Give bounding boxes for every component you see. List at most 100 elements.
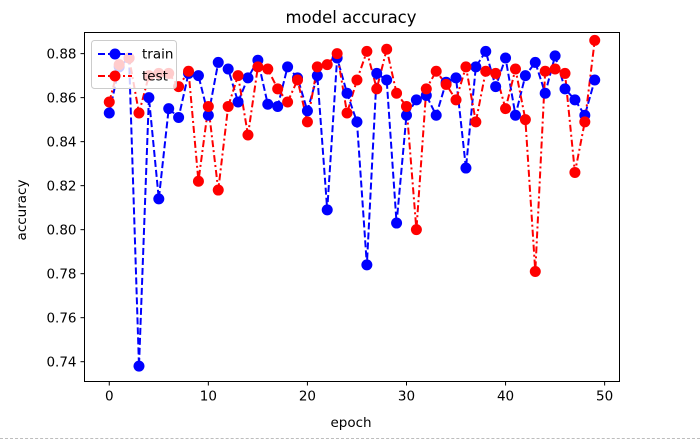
data-point-test [321,59,333,71]
data-point-train [391,217,403,229]
data-point-test [133,107,145,119]
data-point-train [460,162,472,174]
data-layer [103,34,601,372]
data-point-train [272,100,284,112]
data-point-train [321,204,333,216]
data-point-train [519,70,531,82]
data-point-test [212,184,224,196]
data-point-test [559,67,571,79]
data-point-test [262,63,274,75]
data-point-train [222,63,234,75]
data-point-test [529,265,541,277]
y-tick-label: 0.88 [46,47,76,63]
x-axis-label: epoch [330,415,371,431]
data-point-test [480,65,492,77]
data-point-test [292,74,304,86]
x-tick-label: 50 [596,389,613,405]
data-point-test [470,116,482,128]
data-point-test [500,103,512,115]
data-point-test [490,67,502,79]
data-point-test [381,43,393,55]
data-point-test [371,83,383,95]
data-point-train [103,107,115,119]
data-point-test [183,65,195,77]
series-line-train [108,50,596,368]
data-point-test [549,63,561,75]
data-point-test [232,70,244,82]
data-point-test [351,74,363,86]
data-point-train [400,109,412,121]
data-point-test [519,114,531,126]
x-tick-label: 30 [398,389,415,405]
data-point-train [143,92,155,104]
data-point-train [569,94,581,106]
data-point-train [589,74,601,86]
data-point-test [331,48,343,60]
data-point-test [420,83,432,95]
data-point-test [440,78,452,90]
data-point-train [163,103,175,115]
data-point-test [569,166,581,178]
data-point-test [301,116,313,128]
data-point-train [311,70,323,82]
data-point-train [410,94,422,106]
data-point-test [202,100,214,112]
data-point-train [192,70,204,82]
data-point-test [311,61,323,73]
data-point-test [579,116,591,128]
separator-line [0,438,700,439]
y-tick-label: 0.86 [46,91,76,107]
y-tick-label: 0.78 [46,267,76,283]
y-axis-label: accuracy [14,180,30,241]
data-point-train [232,96,244,108]
data-point-train [480,45,492,57]
data-point-train [212,56,224,68]
data-point-train [539,87,551,99]
data-point-train [351,116,363,128]
data-point-test [103,96,115,108]
legend-train-label: train [142,47,173,63]
legend-test-label: test [142,69,168,85]
x-tick-label: 10 [200,389,217,405]
data-point-train [371,67,383,79]
data-point-train [242,72,254,84]
data-point-test [272,83,284,95]
data-point-test [460,61,472,73]
data-point-train [529,56,541,68]
data-point-train [559,83,571,95]
data-point-train [470,61,482,73]
chart-title: model accuracy [285,8,416,27]
y-tick-label: 0.76 [46,311,76,327]
data-point-train [500,52,512,64]
x-tick-label: 40 [497,389,514,405]
y-tick-label: 0.74 [46,355,76,371]
data-point-test [410,224,422,236]
y-tick-label: 0.82 [46,179,76,195]
data-point-train [202,109,214,121]
data-point-train [133,360,145,372]
data-point-train [262,98,274,110]
data-point-test [391,87,403,99]
data-point-test [400,100,412,112]
data-point-train [430,109,442,121]
data-point-train [153,193,165,205]
data-point-test [341,107,353,119]
y-tick-label: 0.84 [46,135,76,151]
data-point-test [509,63,521,75]
data-point-test [361,45,373,57]
data-point-train [301,105,313,117]
data-point-test [430,65,442,77]
data-point-test [192,175,204,187]
legend-test-marker [109,70,121,82]
plot-frame [84,32,620,382]
data-point-test [589,34,601,46]
data-point-test [539,65,551,77]
data-point-train [361,259,373,271]
data-point-train [282,61,294,73]
data-point-train [490,81,502,93]
x-tick-label: 20 [299,389,316,405]
data-point-test [450,94,462,106]
data-point-test [282,96,294,108]
series-line-test [108,40,596,273]
